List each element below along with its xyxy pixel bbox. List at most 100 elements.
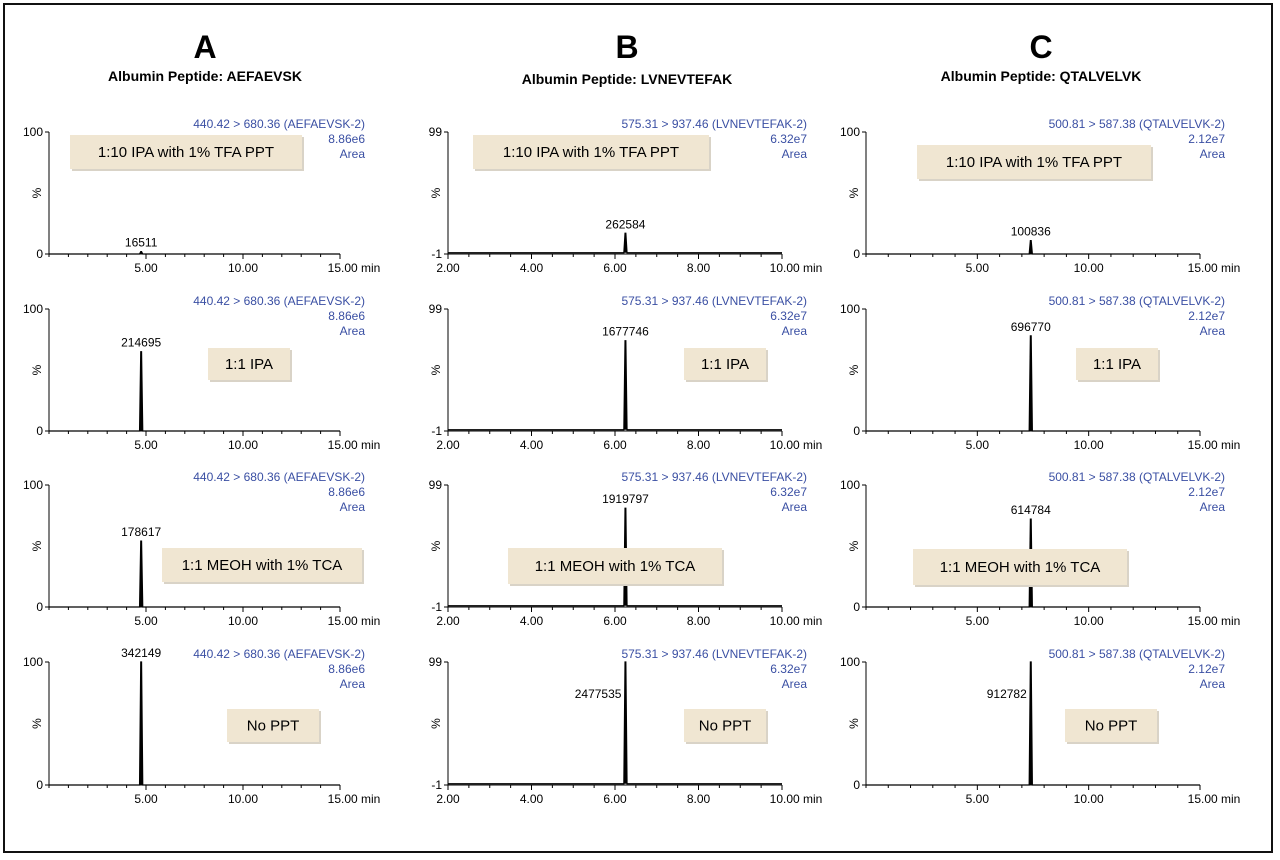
- treatment-label: No PPT: [247, 718, 300, 735]
- area-mode-label: Area: [340, 324, 366, 338]
- treatment-label: No PPT: [1085, 718, 1138, 735]
- intensity-scale-label: 2.12e7: [1188, 662, 1225, 676]
- treatment-box: [162, 548, 362, 582]
- x-tick-label: 10.00: [1074, 261, 1104, 275]
- chromatogram-peak: [1029, 662, 1033, 785]
- peak-area-label: 1677746: [602, 325, 649, 339]
- y-axis-label: %: [847, 364, 861, 375]
- area-mode-label: Area: [1200, 500, 1226, 514]
- y-axis-label: %: [30, 540, 44, 551]
- x-tick-label: 6.00: [603, 438, 627, 452]
- treatment-label: 1:10 IPA with 1% TFA PPT: [503, 144, 679, 161]
- y-bottom-label: -1: [431, 600, 442, 614]
- intensity-scale-label: 8.86e6: [328, 309, 365, 323]
- area-mode-label: Area: [340, 147, 366, 161]
- area-mode-label: Area: [1200, 324, 1226, 338]
- x-tick-label: 10.00: [228, 792, 258, 806]
- x-tick-label: 5.00: [134, 792, 158, 806]
- area-mode-label: Area: [782, 677, 808, 691]
- chromatogram-panel-c-2: 100 0% 5.00 10.00 15.00 min 696770 500.81 > 58…: [840, 294, 1240, 452]
- chromatogram-trace: [448, 232, 782, 254]
- chromatogram-panel-a-2: 100 0% 5.00 10.00 15.00 min 214695 440.42 > 68…: [23, 294, 380, 452]
- chromatogram-panel-c-3: 100 0% 5.00 10.00 15.00 min 614784 500.81 > 58…: [840, 470, 1240, 628]
- chromatogram-peak: [139, 541, 143, 607]
- chromatogram-peak: [1029, 335, 1033, 431]
- chromatogram-trace: [49, 351, 340, 432]
- treatment-box: [473, 135, 709, 169]
- x-tick-label: 10.00 min: [770, 438, 823, 452]
- column-letter-a: A: [193, 29, 216, 65]
- x-tick-label: 15.00 min: [1188, 261, 1241, 275]
- peak-area-label: 342149: [121, 646, 161, 660]
- x-tick-label: 15.00 min: [328, 261, 381, 275]
- y-axis-label: %: [429, 364, 443, 375]
- x-tick-label: 8.00: [687, 614, 711, 628]
- peak-area-label: 912782: [987, 687, 1027, 701]
- treatment-label-box: 1:10 IPA with 1% TFA PPT: [473, 135, 711, 171]
- treatment-label: No PPT: [699, 718, 752, 735]
- x-tick-label: 15.00 min: [328, 792, 381, 806]
- treatment-box: [1076, 348, 1158, 380]
- column-letter-b: B: [615, 29, 638, 65]
- x-tick-label: 2.00: [436, 261, 460, 275]
- y-top-label: 100: [23, 655, 43, 669]
- treatment-label-box: 1:10 IPA with 1% TFA PPT: [70, 135, 304, 171]
- transition-label: 500.81 > 587.38 (QTALVELVK-2): [1049, 647, 1225, 661]
- y-bottom-label: 0: [36, 778, 43, 792]
- y-top-label: 100: [840, 125, 860, 139]
- peak-area-label: 100836: [1011, 225, 1051, 239]
- y-bottom-label: -1: [431, 424, 442, 438]
- x-tick-label: 10.00 min: [770, 261, 823, 275]
- x-tick-label: 10.00: [228, 438, 258, 452]
- column-letter-c: C: [1029, 29, 1052, 65]
- treatment-box: [913, 549, 1127, 585]
- chromatogram-panel-b-1: 99 -1% 2.00 4.00 6.00 8.00 10.00 min 262584 575.…: [429, 117, 823, 275]
- treatment-label: 1:1 MEOH with 1% TCA: [940, 559, 1101, 576]
- x-tick-label: 5.00: [134, 614, 158, 628]
- y-axis-label: %: [30, 364, 44, 375]
- intensity-scale-label: 8.86e6: [328, 132, 365, 146]
- y-axis-label: %: [429, 187, 443, 198]
- x-tick-label: 10.00: [1074, 614, 1104, 628]
- peak-area-label: 696770: [1011, 320, 1051, 334]
- column-header-a: A Albumin Peptide: AEFAEVSK: [108, 29, 302, 84]
- intensity-scale-label: 2.12e7: [1188, 132, 1225, 146]
- x-tick-label: 8.00: [687, 438, 711, 452]
- transition-label: 440.42 > 680.36 (AEFAEVSK-2): [193, 117, 365, 131]
- transition-label: 440.42 > 680.36 (AEFAEVSK-2): [193, 470, 365, 484]
- x-tick-label: 6.00: [603, 614, 627, 628]
- y-top-label: 100: [23, 478, 43, 492]
- y-top-label: 99: [429, 125, 443, 139]
- y-bottom-label: 0: [36, 247, 43, 261]
- y-bottom-label: 0: [853, 600, 860, 614]
- treatment-label: 1:1 IPA: [701, 356, 749, 373]
- x-tick-label: 4.00: [520, 261, 544, 275]
- area-mode-label: Area: [1200, 147, 1226, 161]
- y-axis-label: %: [30, 718, 44, 729]
- x-tick-label: 10.00: [1074, 438, 1104, 452]
- transition-label: 575.31 > 937.46 (LVNEVTEFAK-2): [621, 647, 807, 661]
- treatment-label-box: 1:1 IPA: [208, 348, 292, 382]
- x-tick-label: 2.00: [436, 792, 460, 806]
- treatment-label-box: No PPT: [1065, 709, 1159, 744]
- x-tick-label: 6.00: [603, 261, 627, 275]
- treatment-label: 1:10 IPA with 1% TFA PPT: [946, 154, 1122, 171]
- y-axis-label: %: [429, 540, 443, 551]
- y-bottom-label: -1: [431, 778, 442, 792]
- y-axis-label: %: [847, 718, 861, 729]
- treatment-box: [1065, 709, 1157, 742]
- y-top-label: 100: [840, 478, 860, 492]
- treatment-label: 1:1 IPA: [1093, 356, 1141, 373]
- chromatogram-panel-b-2: 99 -1% 2.00 4.00 6.00 8.00 10.00 min 1677746 575…: [429, 294, 823, 452]
- treatment-label-box: 1:1 MEOH with 1% TCA: [913, 549, 1129, 587]
- peak-area-label: 214695: [121, 336, 161, 350]
- x-tick-label: 4.00: [520, 792, 544, 806]
- y-bottom-label: 0: [853, 424, 860, 438]
- area-mode-label: Area: [340, 677, 366, 691]
- y-bottom-label: 0: [853, 778, 860, 792]
- x-tick-label: 15.00 min: [1188, 792, 1241, 806]
- transition-label: 440.42 > 680.36 (AEFAEVSK-2): [193, 294, 365, 308]
- chromatogram-peak: [623, 340, 628, 430]
- peak-area-label: 178617: [121, 525, 161, 539]
- treatment-label: 1:10 IPA with 1% TFA PPT: [98, 144, 274, 161]
